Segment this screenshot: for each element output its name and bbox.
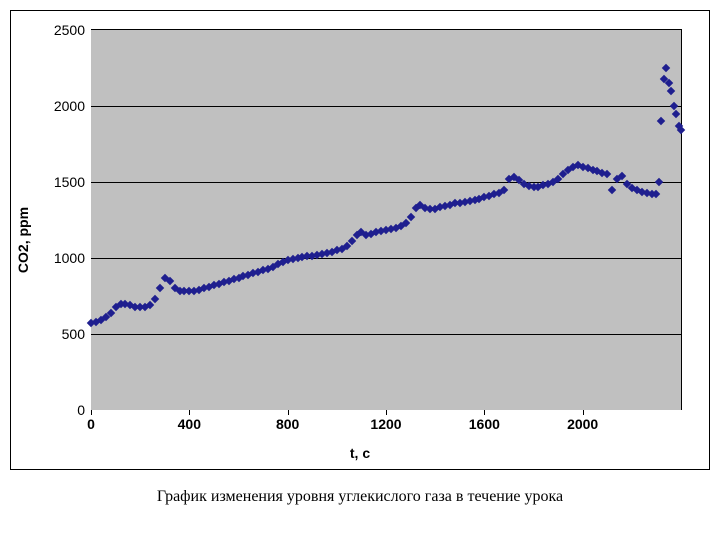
x-axis-label: t, c: [350, 445, 370, 461]
x-tick-label: 400: [178, 416, 201, 432]
data-point: [652, 190, 660, 198]
y-tick-label: 2500: [54, 22, 85, 38]
x-tick-mark: [91, 410, 92, 415]
gridline: [91, 106, 681, 107]
data-point: [657, 117, 665, 125]
data-point: [669, 102, 677, 110]
data-point: [655, 178, 663, 186]
data-point: [156, 284, 164, 292]
data-point: [608, 185, 616, 193]
gridline: [91, 334, 681, 335]
y-tick-label: 500: [62, 326, 85, 342]
x-tick-mark: [583, 410, 584, 415]
x-tick-mark: [288, 410, 289, 415]
data-point: [664, 79, 672, 87]
x-tick-label: 0: [87, 416, 95, 432]
x-tick-label: 1600: [469, 416, 500, 432]
data-point: [677, 126, 685, 134]
x-tick-label: 800: [276, 416, 299, 432]
data-point: [672, 109, 680, 117]
y-tick-label: 0: [77, 402, 85, 418]
gridline: [91, 258, 681, 259]
y-tick-label: 1500: [54, 174, 85, 190]
data-point: [662, 64, 670, 72]
chart-frame: CO2, ppm 0500100015002000250004008001200…: [10, 10, 710, 470]
x-tick-mark: [386, 410, 387, 415]
x-tick-label: 2000: [567, 416, 598, 432]
y-axis-label: CO2, ppm: [15, 207, 31, 273]
y-tick-label: 2000: [54, 98, 85, 114]
data-point: [667, 87, 675, 95]
y-tick-label: 1000: [54, 250, 85, 266]
x-tick-mark: [189, 410, 190, 415]
gridline: [91, 182, 681, 183]
plot-area: 050010001500200025000400800120016002000: [91, 29, 682, 410]
data-point: [603, 170, 611, 178]
chart-caption: График изменения уровня углекислого газа…: [10, 488, 710, 506]
x-tick-label: 1200: [370, 416, 401, 432]
x-tick-mark: [484, 410, 485, 415]
